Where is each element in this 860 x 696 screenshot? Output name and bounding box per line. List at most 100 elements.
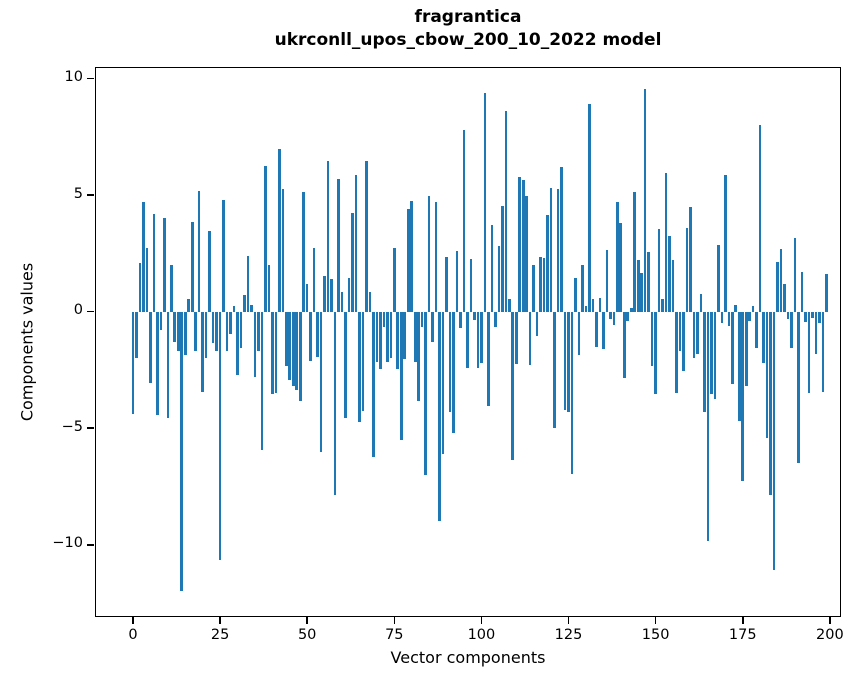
bar [535,311,539,337]
bar [361,311,365,411]
x-tick-mark [654,617,657,624]
bar [354,175,358,312]
bar [804,311,807,323]
bar [288,311,292,381]
bar [427,196,431,312]
bar [807,311,811,394]
bar [413,311,417,362]
x-tick-mark [829,617,831,624]
bar [278,148,281,312]
bar [612,311,616,325]
bar [476,311,480,368]
bar [347,277,351,312]
bar [159,311,163,331]
bar [521,180,525,312]
bar [528,311,532,366]
bar [194,311,197,352]
bar [438,311,441,522]
bar [190,221,194,312]
bar [497,246,501,312]
bar [504,111,508,312]
bar [176,311,180,352]
x-tick-mark [480,617,483,624]
bar [762,311,765,363]
bar [563,311,567,410]
bar [574,277,577,312]
bar [431,311,434,342]
bar [800,272,804,312]
bar [365,161,368,312]
bar [713,311,717,400]
bar [501,205,504,312]
bar [281,189,285,312]
bar [675,311,678,394]
bar [225,311,229,352]
bar [305,283,309,312]
bar [633,191,637,312]
bar [710,311,713,395]
bar [434,202,438,312]
bar [445,256,448,312]
bar [494,311,497,327]
bar [459,311,462,328]
bar [330,279,333,312]
bar [480,311,483,363]
bar [379,311,382,369]
bar [584,305,588,312]
y-tick-mark [87,427,94,430]
bar [629,308,633,312]
bar [333,311,337,495]
bar [271,311,274,395]
bar [640,273,643,312]
bar [765,311,769,438]
bar [814,311,818,354]
bar [717,245,720,312]
bar [636,260,640,312]
bar [170,265,173,312]
bar [372,311,375,458]
bar [410,201,414,312]
bar [344,311,347,418]
x-tick-label: 100 [467,627,496,643]
bar [626,311,630,321]
bar [340,291,344,312]
bar [239,311,243,348]
bar [420,311,424,327]
bar [591,298,595,312]
bar [187,298,191,312]
bar [204,311,208,359]
bar [643,89,647,312]
bar [375,311,379,362]
bar [298,311,302,402]
bar [748,311,751,321]
bar [811,311,814,318]
y-tick-label: 10 [64,69,83,86]
bar [549,188,553,312]
bar [326,161,330,312]
bar [156,311,159,416]
bar [469,259,473,312]
bar [622,311,626,379]
bar [393,247,396,312]
bar [368,291,372,312]
plot-area: 0 25 50 75 100 125 150 175 200 10 5 0 −5 −10 [52,67,844,643]
bar [152,213,156,312]
chart-title-line2: ukrconll_upos_cbow_200_10_2022 model [274,30,662,50]
bar [507,298,511,312]
bar [671,260,675,312]
x-tick-label: 25 [210,627,230,643]
bar [163,218,166,312]
bar [218,311,222,560]
bar [755,311,758,348]
bar [720,311,724,324]
bar [229,311,232,334]
bar [323,275,326,312]
x-tick-mark [219,617,221,624]
bar [588,104,591,312]
bar [483,92,487,312]
bar [657,228,661,312]
x-tick-label: 0 [128,627,138,643]
bar [149,311,152,383]
bar [595,311,598,347]
x-tick-label: 175 [728,627,757,643]
